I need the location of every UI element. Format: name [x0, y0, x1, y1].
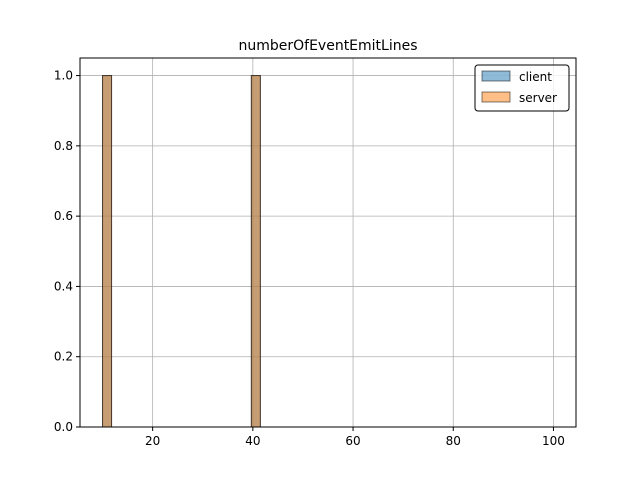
histogram-bar-server — [250, 75, 261, 428]
bars — [102, 75, 261, 428]
x-tick-label: 40 — [245, 434, 260, 448]
y-tick-label: 0.0 — [54, 420, 73, 434]
histogram-bar-server — [102, 75, 113, 428]
legend-label-client: client — [519, 70, 552, 84]
legend: client server — [474, 64, 570, 112]
x-tick-label: 100 — [542, 434, 565, 448]
legend-label-server: server — [519, 91, 557, 105]
grid — [80, 58, 576, 428]
axis-ticks: 20 40 60 80 100 0.0 0.2 0.4 0.6 0.8 1.0 — [54, 69, 565, 448]
chart-title: numberOfEventEmitLines — [238, 38, 417, 54]
x-tick-label: 80 — [446, 434, 461, 448]
legend-swatch-server — [481, 91, 511, 103]
y-tick-label: 0.2 — [54, 350, 73, 364]
y-tick-label: 1.0 — [54, 69, 73, 83]
x-tick-label: 60 — [345, 434, 360, 448]
x-tick-label: 20 — [145, 434, 160, 448]
y-tick-label: 0.6 — [54, 209, 73, 223]
plot-frame — [79, 57, 577, 428]
y-tick-label: 0.4 — [54, 279, 73, 293]
legend-swatch-client — [481, 70, 511, 82]
y-tick-label: 0.8 — [54, 139, 73, 153]
